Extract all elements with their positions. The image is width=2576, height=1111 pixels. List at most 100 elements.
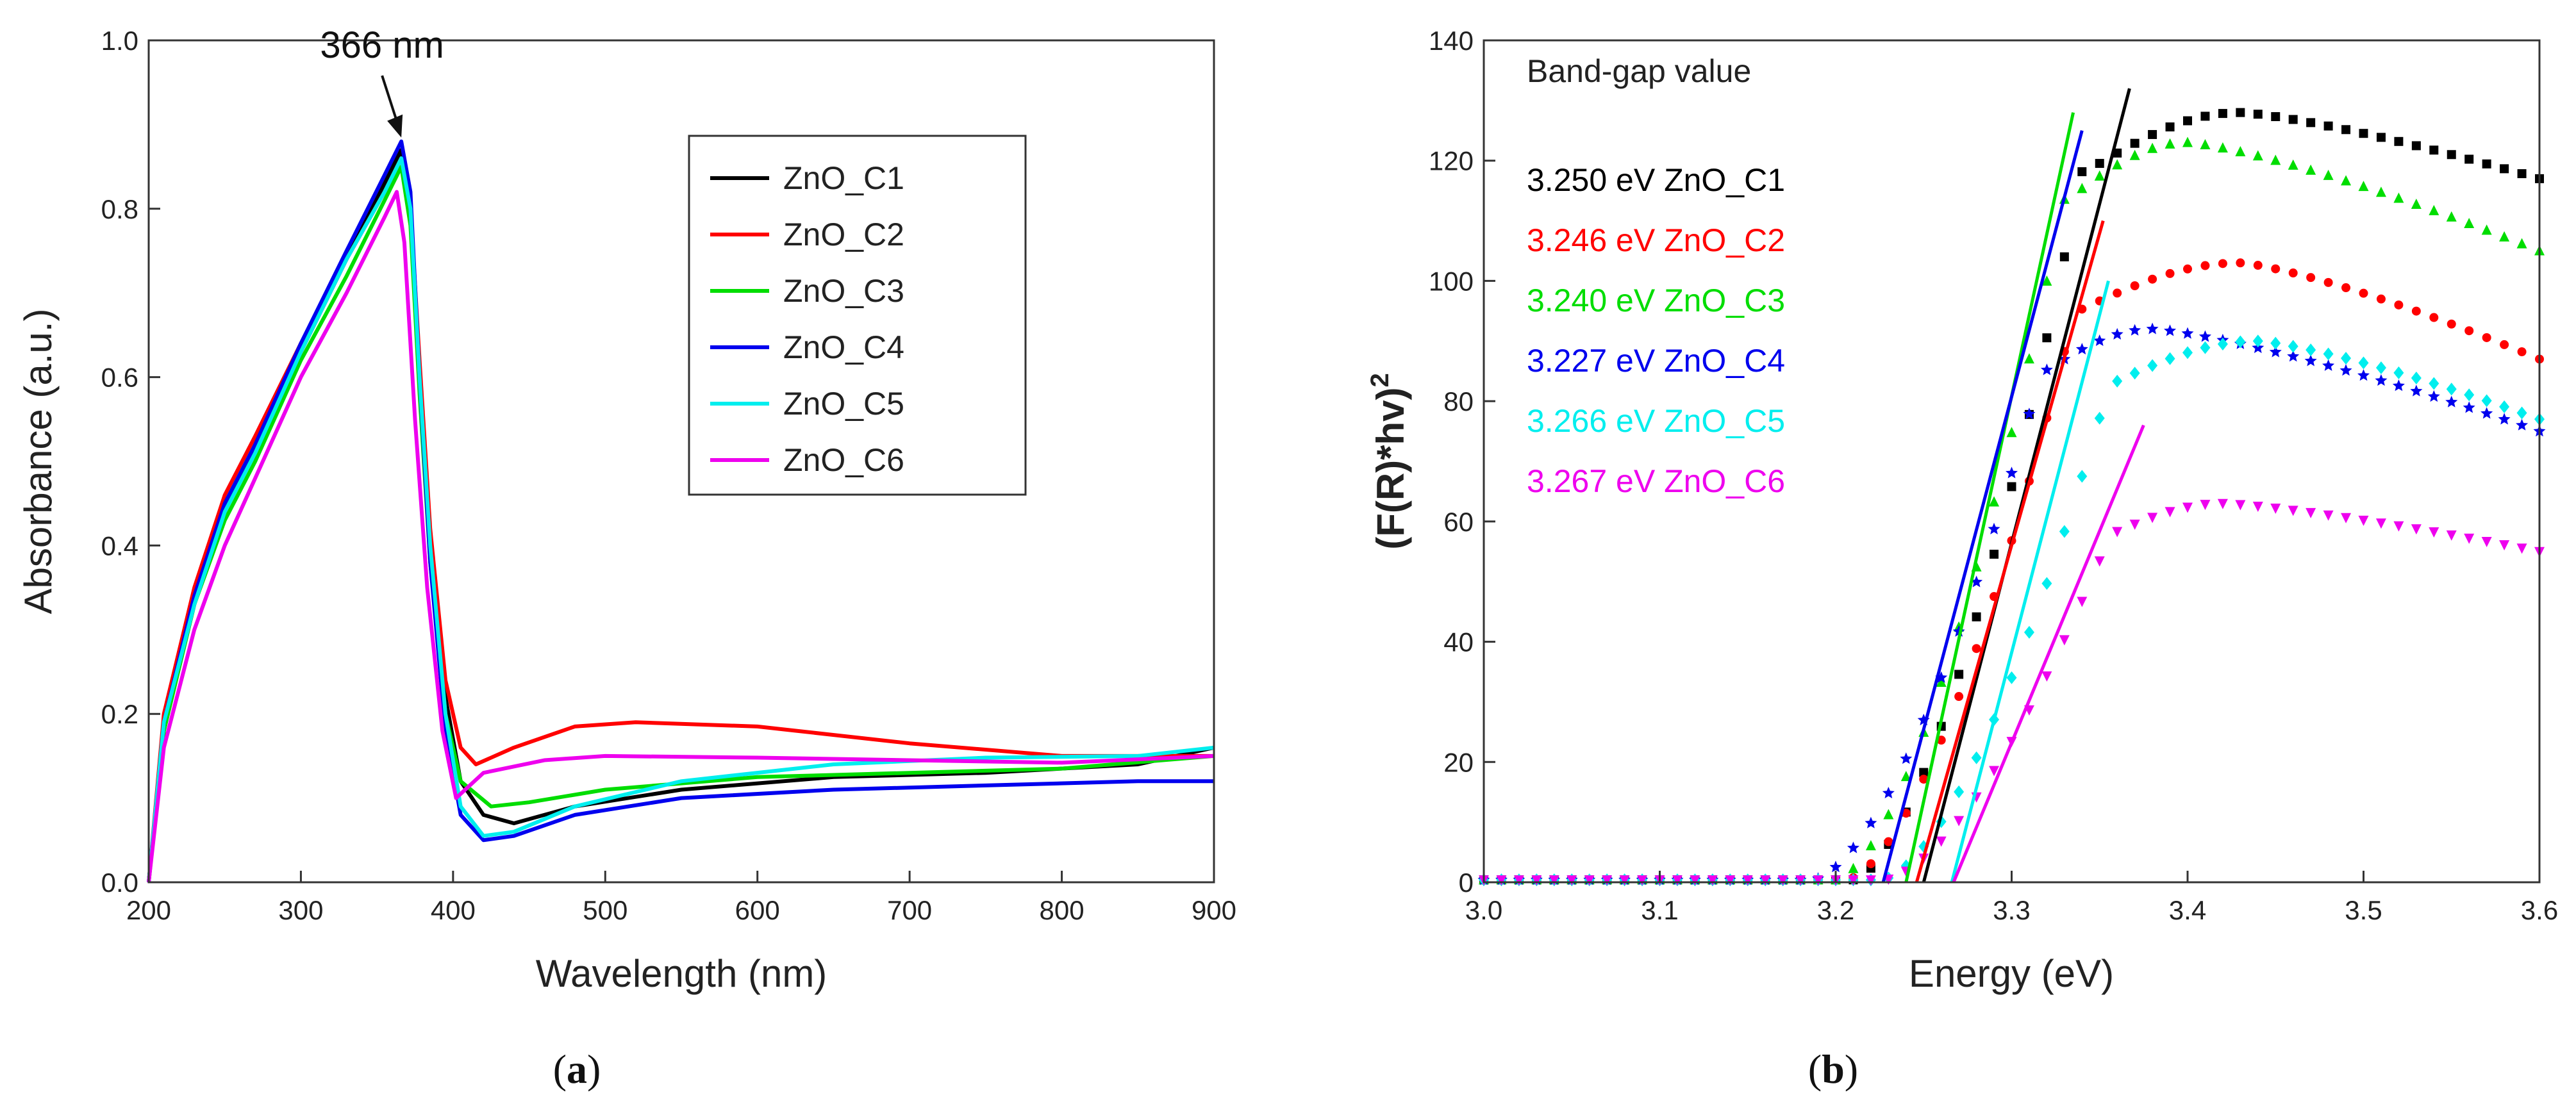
- data-point: [1884, 837, 1893, 846]
- data-point: [2270, 336, 2281, 350]
- panel-a-xtick-label: 600: [735, 895, 780, 925]
- data-point: [1584, 875, 1595, 886]
- data-point: [2252, 150, 2263, 161]
- data-point: [2217, 337, 2228, 350]
- data-point: [1971, 751, 1982, 764]
- data-point: [2411, 306, 2421, 316]
- panel-b-ylabel: (F(R)*hv)2: [1366, 373, 1412, 550]
- panel-b-xtick-label: 3.1: [1641, 895, 1678, 925]
- data-point: [1900, 752, 1913, 764]
- data-point: [2111, 327, 2123, 340]
- data-point: [2323, 169, 2334, 180]
- data-point: [2023, 625, 2034, 639]
- data-point: [2392, 379, 2405, 391]
- data-point: [2164, 324, 2177, 336]
- panel-a-xtick-label: 700: [887, 895, 932, 925]
- data-point: [2429, 377, 2439, 390]
- data-point: [2375, 374, 2388, 386]
- data-point: [2341, 125, 2351, 135]
- data-point: [2182, 346, 2193, 359]
- data-point: [1972, 612, 1981, 621]
- band-gap-label-zno-c6: 3.267 eV ZnO_C6: [1527, 463, 1785, 499]
- panel-a-legend-label: ZnO_C6: [783, 442, 904, 478]
- panel-b-xtick-label: 3.3: [1993, 895, 2030, 925]
- data-point: [1813, 875, 1824, 886]
- data-point: [2516, 406, 2527, 420]
- panel-b-legend: Band-gap value 3.250 eV ZnO_C1 3.246 eV Z…: [1527, 53, 1785, 499]
- data-point: [2446, 383, 2457, 396]
- data-point: [1919, 775, 1929, 784]
- panel-b-xtick-label: 3.5: [2345, 895, 2382, 925]
- data-point: [2429, 527, 2439, 538]
- data-point: [2358, 515, 2369, 526]
- data-point: [2252, 334, 2263, 348]
- data-point: [2041, 671, 2052, 682]
- panel-a-ytick-label: 1.0: [101, 26, 138, 56]
- data-point: [1936, 677, 1947, 687]
- data-point: [2375, 518, 2386, 529]
- data-point: [2410, 384, 2423, 397]
- data-point: [1690, 875, 1700, 886]
- data-point: [1847, 841, 1859, 853]
- data-point: [2323, 510, 2334, 521]
- data-point: [2183, 264, 2192, 274]
- panel-a-xtick-label: 200: [126, 895, 171, 925]
- data-point: [1954, 670, 1964, 679]
- data-point: [2482, 159, 2491, 169]
- data-point: [2200, 500, 2211, 511]
- data-point: [2445, 395, 2458, 407]
- data-point: [1531, 875, 1542, 886]
- data-point: [1760, 875, 1771, 886]
- data-point: [2075, 343, 2088, 355]
- panel-a-legend-label: ZnO_C3: [783, 273, 904, 309]
- data-point: [1972, 644, 1981, 654]
- data-point: [2093, 334, 2106, 346]
- data-point: [2217, 498, 2228, 509]
- panel-b-bandgap-chart: 3.0 3.1 3.2 3.3 3.4 3.5 3.6020406080100120140 …: [1366, 26, 2558, 1092]
- panel-a-xtick-label: 900: [1192, 895, 1236, 925]
- data-point: [2464, 154, 2474, 164]
- data-point: [2077, 470, 2088, 483]
- data-point: [2270, 154, 2281, 165]
- data-point: [2095, 159, 2104, 169]
- data-point: [2059, 252, 2069, 261]
- scatter-series-zno-c6: [1479, 498, 2545, 886]
- data-point: [2500, 164, 2509, 174]
- band-gap-label-zno-c2: 3.246 eV ZnO_C2: [1527, 222, 1785, 258]
- band-gap-label-zno-c4: 3.227 eV ZnO_C4: [1527, 343, 1785, 379]
- data-point: [1936, 836, 1947, 847]
- data-point: [2341, 175, 2352, 186]
- panel-a-xtick-label: 500: [583, 895, 627, 925]
- peak-annotation-arrowhead: [387, 114, 403, 138]
- data-point: [2322, 359, 2335, 371]
- data-point: [2288, 340, 2298, 353]
- data-point: [2147, 142, 2158, 153]
- data-point: [2463, 401, 2475, 413]
- panel-b-ytick-label: 0: [1459, 868, 1474, 898]
- data-point: [2200, 341, 2211, 354]
- data-point: [1725, 875, 1736, 886]
- data-point: [1954, 692, 1964, 702]
- panel-b-ytick-label: 120: [1429, 146, 1474, 176]
- data-point: [1988, 522, 2000, 534]
- data-point: [2181, 327, 2194, 339]
- data-point: [1900, 771, 1911, 782]
- panel-a-series: [147, 139, 1215, 883]
- data-point: [2323, 277, 2333, 287]
- data-point: [2359, 129, 2368, 138]
- data-point: [2341, 352, 2352, 365]
- data-point: [1549, 875, 1559, 886]
- data-point: [2165, 138, 2175, 149]
- data-point: [1901, 809, 1911, 818]
- data-point: [2129, 366, 2140, 380]
- data-point: [1865, 875, 1876, 886]
- panel-b-ytick-label: 20: [1443, 747, 1474, 777]
- data-point: [1865, 840, 1876, 851]
- panel-b-ytick-label: 140: [1429, 26, 1474, 56]
- data-point: [2411, 524, 2422, 535]
- data-point: [2217, 142, 2228, 153]
- data-point: [2235, 145, 2246, 156]
- panel-a-ytick-label: 0.2: [101, 699, 138, 729]
- data-point: [1777, 875, 1788, 886]
